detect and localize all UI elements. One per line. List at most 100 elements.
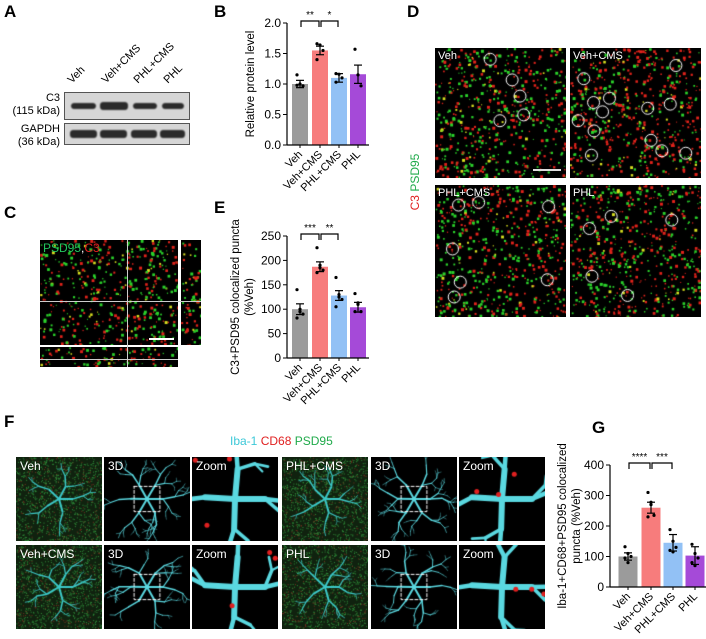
- data-point: [629, 554, 633, 559]
- y-tick-label: 1.5: [264, 47, 281, 61]
- data-point: [626, 561, 630, 565]
- data-point: [298, 307, 302, 311]
- data-point: [315, 271, 319, 275]
- chart-g: VehVeh+CMSPHL+CMSPHL0100200300400Iba-1+C…: [557, 443, 706, 636]
- data-point: [693, 551, 697, 556]
- y-tick-label: 400: [584, 458, 604, 472]
- protein-size: (36 kDa): [17, 136, 60, 148]
- panel-label-f: F: [4, 412, 15, 431]
- y-tick-label: 100: [584, 550, 604, 564]
- y-tick-label: 0.5: [264, 108, 281, 122]
- image-label: Veh+CMS: [20, 547, 75, 561]
- image-label: Veh+CMS: [573, 50, 623, 62]
- image-label: 3D: [375, 547, 391, 561]
- y-tick-label: 0: [274, 351, 281, 365]
- data-point: [337, 292, 341, 297]
- crosshair-xz: [40, 359, 178, 360]
- significance-label: ***: [656, 452, 668, 463]
- panel-label-d: D: [407, 2, 420, 21]
- significance-label: ****: [632, 452, 648, 463]
- data-point: [671, 539, 675, 543]
- significance-bracket: [320, 20, 339, 27]
- image-label: Veh: [20, 459, 41, 473]
- data-point: [321, 48, 325, 53]
- microglia-image: [371, 457, 457, 541]
- data-point: [693, 564, 697, 568]
- data-point: [337, 72, 341, 76]
- row-label-c3: C3 (115 kDa): [8, 92, 60, 118]
- significance-bracket: [300, 233, 320, 240]
- row-label-gapdh: GAPDH (36 kDa): [8, 123, 60, 149]
- microglia-image: [104, 545, 190, 629]
- image-veh: [435, 48, 566, 178]
- bar: [312, 50, 328, 146]
- bar: [292, 309, 308, 358]
- image-label: Zoom: [196, 547, 227, 561]
- bar: [350, 307, 366, 358]
- data-point: [315, 246, 319, 250]
- x-tick-label: PHL: [339, 362, 363, 386]
- data-point: [337, 295, 341, 299]
- blot-gapdh: [64, 123, 190, 145]
- data-point: [298, 310, 302, 314]
- scale-bar: [149, 338, 174, 340]
- data-point: [334, 72, 338, 76]
- data-point: [295, 83, 299, 87]
- microglia-image: [192, 457, 278, 541]
- image-label: PHL+CMS: [286, 459, 344, 473]
- image-label: 3D: [108, 547, 124, 561]
- data-point: [356, 302, 360, 306]
- y-axis-label: C3+PSD95 colocalized puncta: [230, 219, 242, 375]
- data-point: [674, 545, 678, 549]
- y-axis-label: (%Veh): [244, 278, 256, 316]
- crosshair-vertical: [127, 240, 128, 367]
- data-point: [295, 73, 299, 77]
- data-point: [649, 503, 653, 507]
- microglia-image: [16, 545, 102, 629]
- y-axis-label: puncta (%Veh): [571, 488, 583, 564]
- data-point: [668, 528, 672, 532]
- bar: [685, 555, 705, 587]
- y-tick-label: 250: [261, 229, 281, 243]
- y-tick-label: 200: [261, 253, 281, 267]
- data-point: [315, 42, 319, 46]
- chart-b: VehVeh+CMSPHL+CMSPHL0.00.51.01.52.0Relat…: [245, 10, 369, 194]
- data-point: [646, 490, 650, 495]
- data-point: [353, 310, 357, 314]
- bar: [618, 556, 638, 587]
- y-axis-label: Iba-1+CD68+PSD95 colocalized: [557, 443, 569, 609]
- panel-label-a: A: [4, 2, 17, 21]
- protein-name: C3: [45, 92, 60, 104]
- y-tick-label: 50: [268, 327, 282, 341]
- microglia-image: [16, 457, 102, 541]
- bar: [663, 542, 683, 587]
- label-c3: C3: [84, 241, 100, 255]
- label-cd68: CD68: [260, 434, 292, 448]
- image-label: PHL+CMS: [438, 187, 491, 199]
- x-tick-label: PHL: [676, 591, 700, 615]
- crosshair-horizontal: [40, 301, 201, 302]
- label-iba1: Iba-1: [230, 434, 258, 448]
- data-point: [690, 561, 694, 565]
- image-label: Zoom: [196, 459, 227, 473]
- data-point: [359, 84, 363, 88]
- microglia-image: [282, 457, 368, 541]
- significance-label: ***: [304, 223, 316, 234]
- data-point: [301, 84, 305, 88]
- significance-bracket: [300, 20, 320, 27]
- image-label: 3D: [375, 459, 391, 473]
- data-point: [359, 310, 363, 314]
- data-point: [298, 82, 302, 86]
- orthogonal-view-xz: [40, 347, 178, 367]
- data-point: [649, 500, 653, 504]
- data-point: [318, 263, 322, 267]
- significance-bracket: [651, 462, 673, 469]
- significance-bracket: [628, 462, 651, 469]
- channel-labels: PSD95,C3: [43, 241, 100, 255]
- image-label: PHL: [286, 547, 310, 561]
- data-point: [623, 545, 627, 549]
- data-point: [318, 266, 322, 270]
- image-phl: [570, 185, 701, 317]
- blot-c3: [64, 92, 190, 120]
- microglia-image: [459, 457, 545, 541]
